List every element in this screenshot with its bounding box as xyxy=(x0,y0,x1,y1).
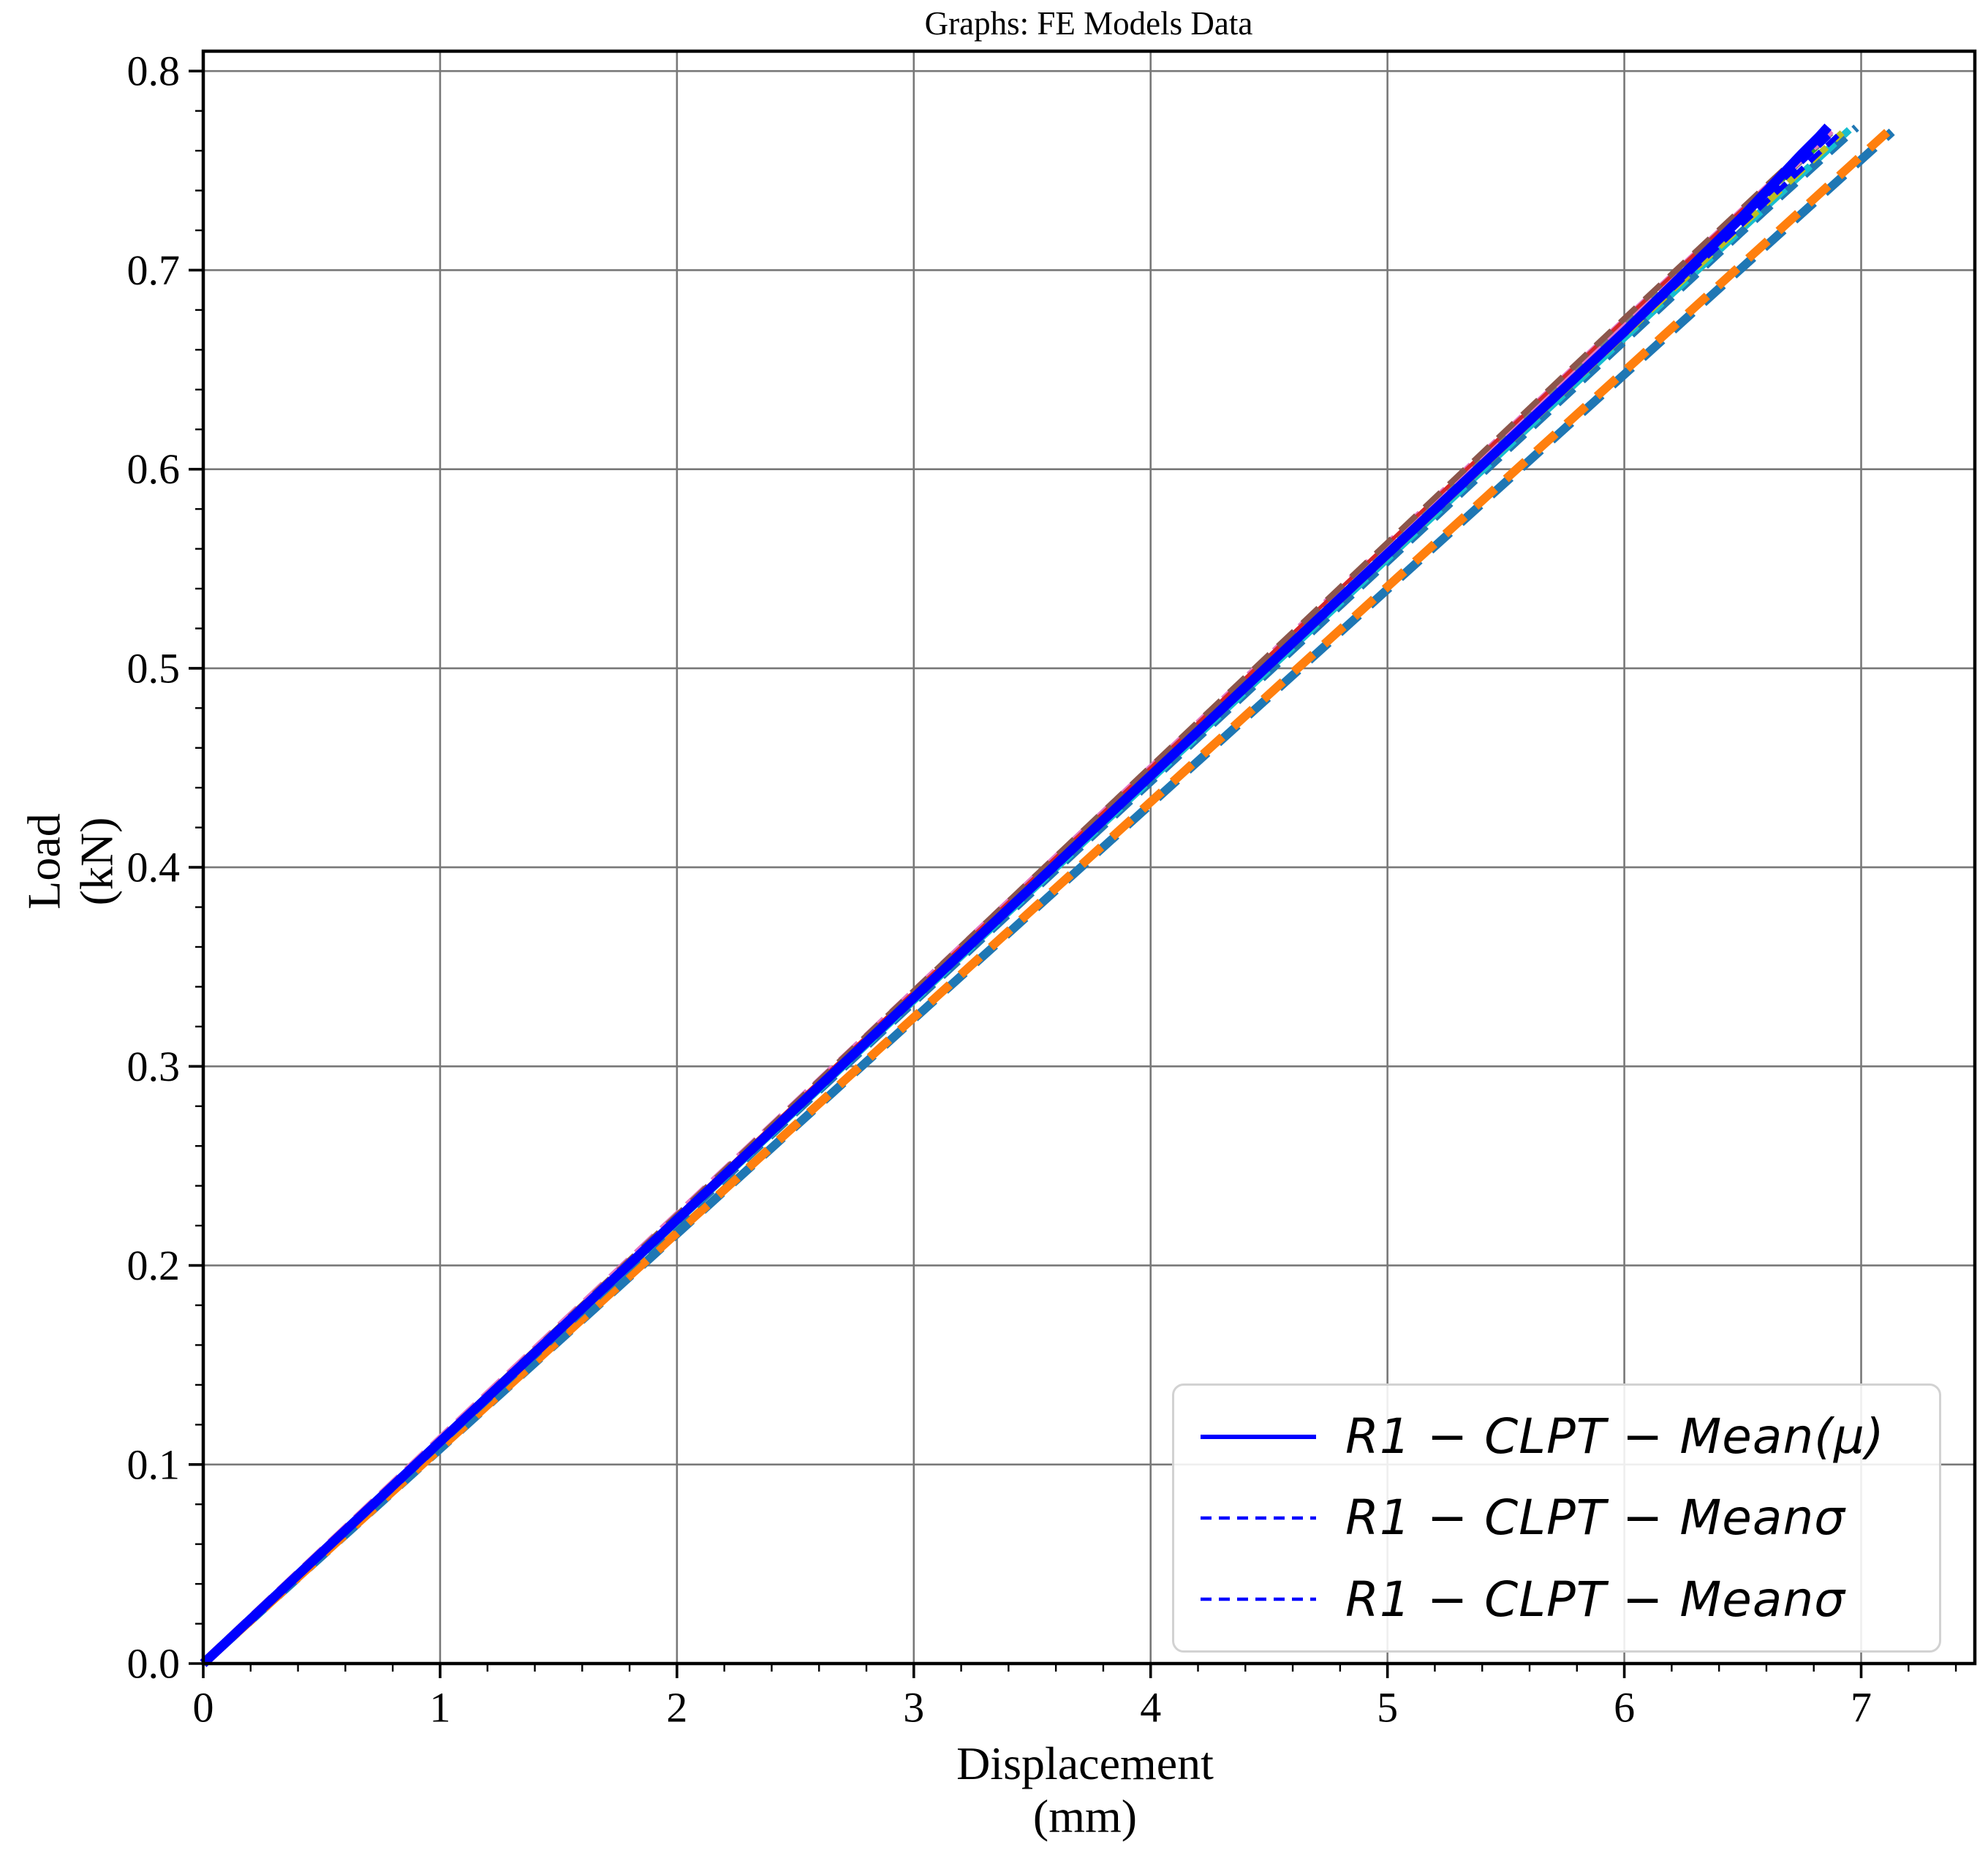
gridlines xyxy=(203,51,1975,1664)
x-axis-label-line1: Displacement xyxy=(956,1737,1214,1789)
y-axis-label: Load (kN) xyxy=(18,813,122,910)
x-tick-label: 7 xyxy=(1851,1684,1872,1732)
legend-item-0: R1 − CLPT − Mean(μ) xyxy=(1196,1408,1917,1465)
legend-label: R1 − CLPT − Meanσ xyxy=(1345,1490,1845,1547)
y-tick-label: 0.6 xyxy=(127,445,181,493)
legend-label: R1 − CLPT − Meanσ xyxy=(1345,1571,1845,1628)
y-tick-label: 0.5 xyxy=(127,644,181,692)
series-FE-curve-orange xyxy=(200,129,1891,1667)
x-tick-label: 4 xyxy=(1140,1684,1161,1732)
series-lines xyxy=(200,124,1895,1667)
x-tick-label: 5 xyxy=(1377,1684,1398,1732)
y-axis-label-line1: Load xyxy=(18,813,70,910)
legend-solid-line-icon xyxy=(1201,1434,1316,1439)
legend-dashed-line-icon xyxy=(1201,1598,1316,1601)
x-tick-label: 3 xyxy=(903,1684,924,1732)
legend-dashed-line-icon xyxy=(1201,1516,1316,1520)
x-tick-label: 1 xyxy=(429,1684,450,1732)
legend-label: R1 − CLPT − Mean(μ) xyxy=(1345,1408,1885,1465)
y-tick-label: 0.1 xyxy=(127,1441,181,1488)
y-tick-label: 0.7 xyxy=(127,246,181,294)
y-axis-label-line2: (kN) xyxy=(70,817,122,906)
chart-title: Graphs: FE Models Data xyxy=(924,5,1253,42)
tick-labels: 0 1 2 3 4 5 6 7 0.0 0.1 0.2 0.3 0.4 0.5 0.6 0.7 0.8 xyxy=(127,48,1872,1732)
axis-ticks xyxy=(189,69,1957,1678)
legend-box: R1 − CLPT − Mean(μ) R1 − CLPT − Meanσ R1 −… xyxy=(1172,1383,1941,1653)
x-axis-label-line2: (mm) xyxy=(1032,1789,1138,1842)
x-tick-label: 0 xyxy=(193,1684,214,1732)
x-axis-label: Displacement (mm) xyxy=(956,1737,1214,1842)
axes-spines xyxy=(201,49,1977,1666)
y-tick-label: 0.8 xyxy=(127,48,181,95)
legend-item-2: R1 − CLPT − Meanσ xyxy=(1196,1571,1917,1628)
y-tick-label: 0.3 xyxy=(127,1043,181,1090)
x-tick-label: 6 xyxy=(1614,1684,1635,1732)
y-tick-label: 0.0 xyxy=(127,1640,181,1688)
legend-item-1: R1 − CLPT − Meanσ xyxy=(1196,1490,1917,1546)
x-tick-label: 2 xyxy=(666,1684,687,1732)
y-tick-label: 0.2 xyxy=(127,1242,181,1289)
series-R1-CLPT-Mean xyxy=(200,124,1832,1667)
y-tick-label: 0.4 xyxy=(127,844,181,891)
